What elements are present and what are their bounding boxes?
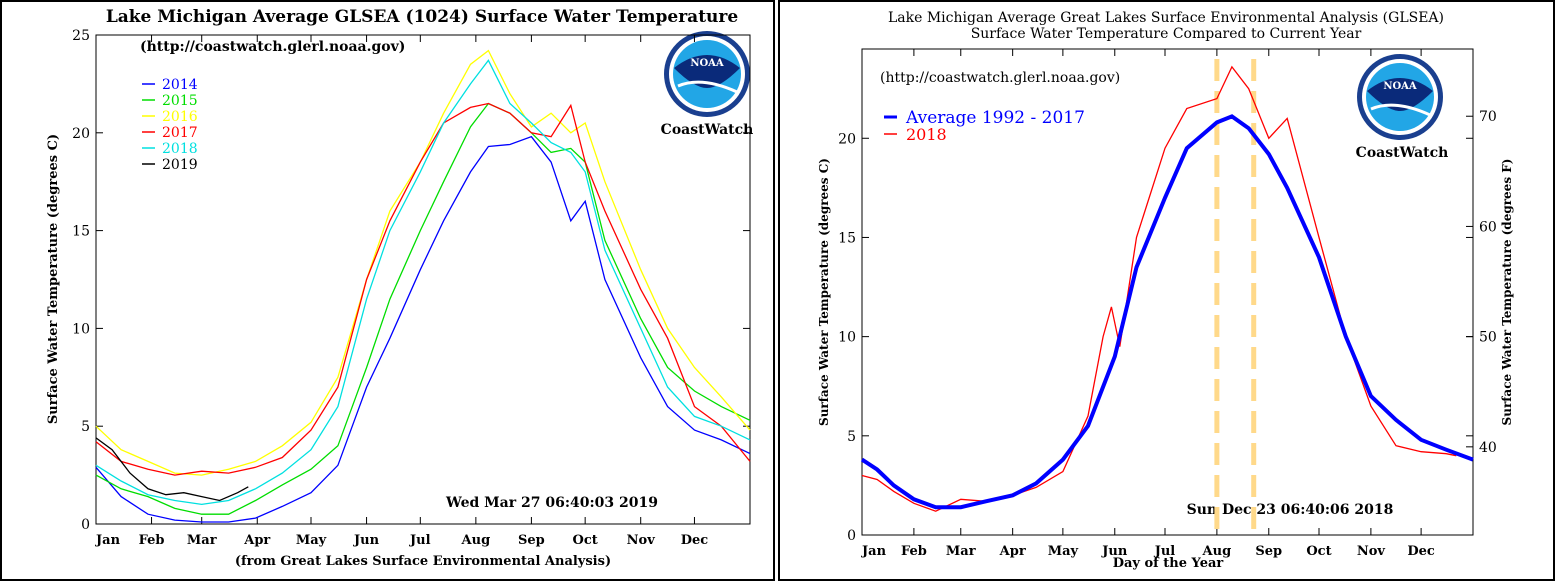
legend-label-2015: 2015: [162, 93, 198, 109]
x-tick-label: Jan: [95, 533, 121, 548]
chart-right-y2label: Surface Water Temperature (degrees F): [1500, 159, 1514, 426]
x-tick-label: Jan: [861, 544, 887, 559]
noaa-badge-text: NOAA: [690, 58, 724, 69]
series-line-2019: [95, 437, 249, 502]
x-tick-label: Feb: [139, 533, 165, 548]
chart-left-ylabel: Surface Water Temperature (degrees C): [46, 134, 61, 424]
series-line-2015: [95, 102, 751, 515]
chart-left-xlabel: (from Great Lakes Surface Environmental …: [235, 554, 611, 569]
x-tick-label: Dec: [1407, 544, 1435, 559]
coastwatch-label: CoastWatch: [661, 122, 754, 138]
y-tick-label: 0: [847, 528, 856, 544]
y2-tick-label: 50: [1479, 330, 1497, 346]
chart-right-url: (http://coastwatch.glerl.noaa.gov): [880, 70, 1120, 86]
y2-tick-label: 60: [1479, 219, 1497, 235]
series-line-2014: [95, 135, 751, 523]
y2-tick-label: 70: [1479, 109, 1497, 125]
noaa-badge-text: NOAA: [1383, 81, 1417, 92]
plot-frame: [95, 34, 751, 525]
series-line-average: [860, 114, 1474, 510]
x-tick-label: Oct: [1306, 544, 1331, 559]
chart-right-timestamp: Sun Dec 23 06:40:06 2018: [1187, 502, 1394, 518]
y-tick-label: 10: [72, 321, 90, 337]
x-tick-label: Nov: [1357, 544, 1386, 559]
plot-frame: [861, 48, 1474, 536]
legend-label-2018: 2018: [162, 141, 198, 157]
y-tick-label: 25: [72, 28, 90, 44]
x-tick-label: May: [296, 533, 327, 548]
y-tick-label: 0: [81, 517, 90, 533]
x-tick-label: Dec: [681, 533, 709, 548]
y-tick-label: 5: [81, 419, 90, 435]
x-tick-label: Jul: [1154, 544, 1176, 559]
chart-left-timestamp: Wed Mar 27 06:40:03 2019: [445, 495, 658, 511]
y-tick-label: 20: [72, 126, 90, 142]
chart-left-title: Lake Michigan Average GLSEA (1024) Surfa…: [106, 7, 739, 27]
x-tick-label: Sep: [518, 533, 545, 548]
x-tick-label: Feb: [901, 544, 927, 559]
chart-left-canvas: Lake Michigan Average GLSEA (1024) Surfa…: [46, 7, 754, 569]
legend-label-1: 2018: [906, 125, 947, 144]
noaa-logo: NOAA: [1357, 54, 1443, 140]
noaa-logo: NOAA: [664, 31, 750, 117]
coastwatch-label: CoastWatch: [1356, 145, 1449, 161]
chart-panel-left: Lake Michigan Average GLSEA (1024) Surfa…: [0, 0, 775, 581]
legend-label-2017: 2017: [162, 125, 198, 141]
legend-label-0: Average 1992 - 2017: [905, 108, 1085, 128]
x-tick-label: Aug: [1202, 544, 1232, 559]
x-tick-label: Jul: [409, 533, 431, 548]
chart-left-url: (http://coastwatch.glerl.noaa.gov): [140, 39, 405, 55]
chart-right-title: Lake Michigan Average Great Lakes Surfac…: [888, 10, 1444, 26]
x-tick-label: Nov: [627, 533, 656, 548]
legend-label-2016: 2016: [162, 109, 198, 125]
x-tick-label: Jun: [353, 533, 380, 548]
x-tick-label: Mar: [187, 533, 217, 548]
x-tick-label: Apr: [243, 533, 270, 548]
y-tick-label: 20: [838, 131, 856, 147]
x-tick-label: Sep: [1255, 544, 1282, 559]
legend-label-2014: 2014: [162, 77, 198, 93]
x-tick-label: Apr: [999, 544, 1026, 559]
y2-tick-label: 40: [1479, 440, 1497, 456]
series-line-2018: [861, 65, 1457, 512]
x-tick-label: Oct: [573, 533, 598, 548]
y-tick-label: 15: [72, 224, 90, 240]
x-tick-label: Mar: [946, 544, 976, 559]
y-tick-label: 15: [838, 230, 856, 246]
chart-right-xlabel: Day of the Year: [1113, 556, 1224, 571]
chart-right-ylabel: Surface Water Temperature (degrees C): [817, 158, 831, 426]
series-line-2016: [95, 49, 751, 476]
x-tick-label: Aug: [461, 533, 491, 548]
chart-panel-right: Lake Michigan Average Great Lakes Surfac…: [778, 0, 1555, 581]
chart-right-subtitle: Surface Water Temperature Compared to Cu…: [971, 26, 1362, 42]
series-line-2018: [95, 59, 751, 506]
x-tick-label: May: [1048, 544, 1079, 559]
x-tick-label: Jun: [1101, 544, 1128, 559]
y-tick-label: 10: [838, 330, 856, 346]
y-tick-label: 5: [847, 429, 856, 445]
chart-right-canvas: Lake Michigan Average Great Lakes Surfac…: [817, 10, 1514, 571]
legend-label-2019: 2019: [162, 157, 198, 173]
